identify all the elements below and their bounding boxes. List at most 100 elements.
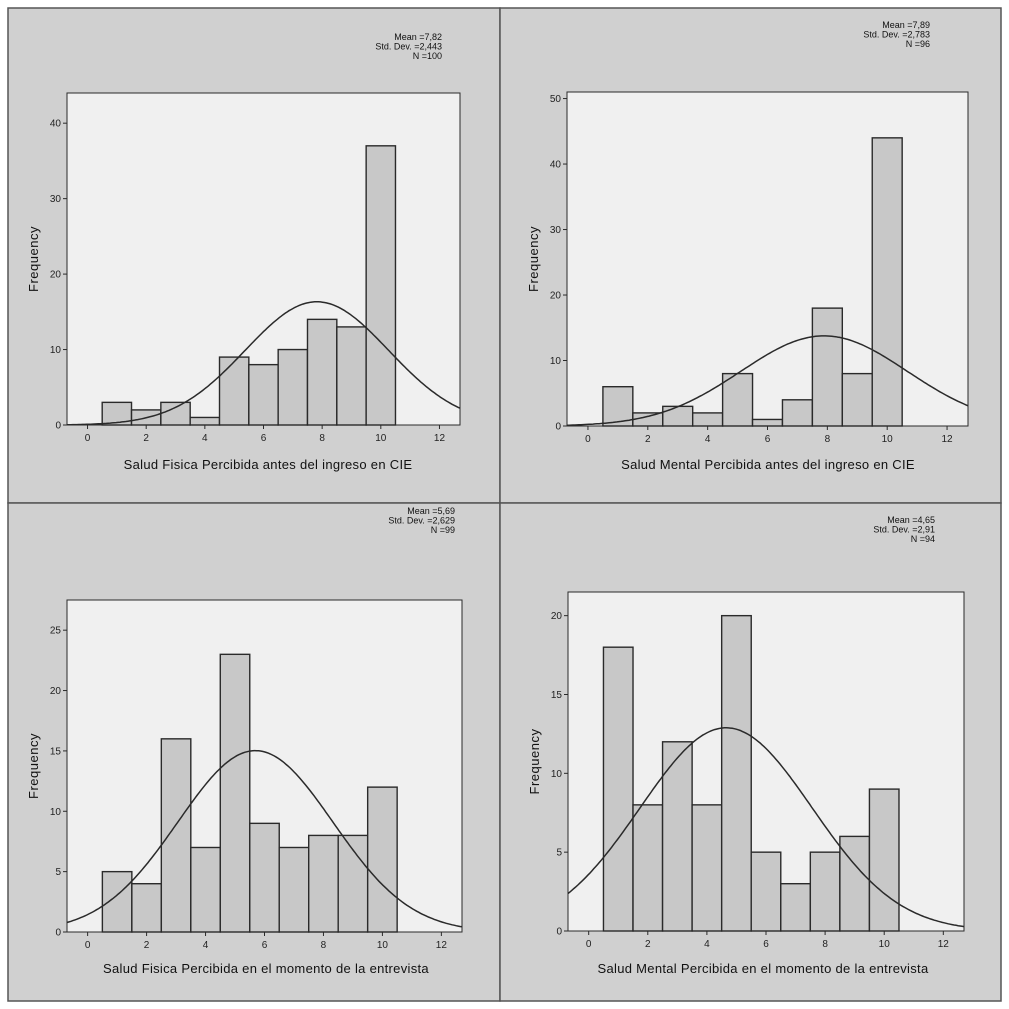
normal-curve bbox=[67, 301, 461, 426]
x-axis-label: Salud Fisica Percibida antes del ingreso… bbox=[124, 457, 413, 472]
histogram-bar bbox=[632, 412, 664, 427]
y-tick-label: 40 bbox=[550, 160, 562, 171]
y-tick-label: 5 bbox=[556, 848, 562, 859]
histogram-bar bbox=[101, 870, 133, 933]
histogram-bar bbox=[602, 386, 634, 427]
x-axis-label: Salud Fisica Percibida en el momento de … bbox=[103, 961, 429, 976]
y-tick-label: 30 bbox=[550, 225, 562, 236]
histogram-bar bbox=[190, 846, 221, 933]
x-tick-label: 0 bbox=[586, 939, 592, 950]
histogram-bar bbox=[809, 851, 841, 932]
histogram-bar bbox=[131, 883, 163, 933]
stats-line: Mean =4,65 bbox=[887, 515, 935, 525]
x-tick-label: 4 bbox=[704, 939, 710, 950]
histogram-bar bbox=[661, 741, 693, 932]
histogram-bar bbox=[721, 372, 754, 427]
y-axis-label: Frequency bbox=[26, 226, 41, 292]
histogram-bar bbox=[160, 738, 192, 933]
stats-line: N =96 bbox=[906, 39, 930, 49]
x-tick-label: 6 bbox=[262, 940, 268, 951]
histogram-panel: 0 2 4 6 8 10 12 0 5 10 15 20 Frequency Salud Mental P… bbox=[499, 502, 1002, 1002]
y-axis-label: Frequency bbox=[26, 733, 41, 799]
x-tick-label: 2 bbox=[645, 939, 651, 950]
x-tick-label: 12 bbox=[938, 939, 950, 950]
x-tick-label: 10 bbox=[377, 940, 389, 951]
y-tick-label: 25 bbox=[50, 626, 62, 637]
histogram-bar bbox=[189, 416, 221, 426]
histogram-bar bbox=[278, 846, 310, 933]
x-tick-label: 12 bbox=[434, 433, 446, 444]
histogram-bar bbox=[839, 835, 871, 932]
histogram-bar bbox=[632, 804, 664, 932]
histogram-bar bbox=[336, 326, 367, 426]
y-tick-label: 20 bbox=[50, 686, 62, 697]
x-tick-label: 8 bbox=[319, 433, 325, 444]
x-tick-label: 4 bbox=[202, 433, 208, 444]
histogram-bar bbox=[365, 145, 397, 426]
y-tick-label: 40 bbox=[50, 119, 62, 130]
y-tick-label: 15 bbox=[551, 690, 563, 701]
x-tick-label: 8 bbox=[822, 939, 828, 950]
x-tick-label: 10 bbox=[375, 433, 387, 444]
x-tick-label: 8 bbox=[825, 434, 831, 445]
stats-line: Std. Dev. =2,629 bbox=[388, 516, 455, 526]
x-tick-label: 2 bbox=[143, 433, 149, 444]
histogram-panel: 0 2 4 6 8 10 12 0 10 20 30 40 50 Frequency Salud Menta… bbox=[499, 7, 1002, 504]
x-tick-label: 0 bbox=[85, 940, 91, 951]
stats-line: N =94 bbox=[911, 534, 935, 544]
y-tick-label: 5 bbox=[55, 867, 61, 878]
y-tick-label: 30 bbox=[50, 194, 62, 205]
stats-line: Std. Dev. =2,783 bbox=[863, 30, 930, 40]
histogram-bar bbox=[219, 653, 251, 933]
histogram-bar bbox=[720, 614, 752, 932]
x-tick-label: 10 bbox=[882, 434, 894, 445]
x-tick-label: 6 bbox=[261, 433, 267, 444]
histogram-bar bbox=[602, 646, 634, 932]
y-tick-label: 10 bbox=[551, 769, 563, 780]
histogram-bar bbox=[249, 822, 280, 933]
histogram-bar bbox=[868, 788, 900, 932]
histogram-bar bbox=[841, 372, 873, 427]
y-tick-label: 0 bbox=[55, 421, 61, 432]
stats-line: Mean =7,89 bbox=[882, 20, 930, 30]
histogram-bar bbox=[308, 834, 339, 933]
normal-curve bbox=[567, 727, 965, 928]
y-tick-label: 20 bbox=[50, 270, 62, 281]
y-tick-label: 0 bbox=[55, 928, 61, 939]
x-tick-label: 2 bbox=[144, 940, 150, 951]
normal-curve bbox=[567, 335, 969, 426]
x-tick-label: 10 bbox=[879, 939, 891, 950]
x-axis-label: Salud Mental Percibida antes del ingreso… bbox=[621, 457, 915, 472]
stats-line: N =99 bbox=[431, 525, 455, 535]
y-tick-label: 10 bbox=[550, 356, 562, 367]
y-tick-label: 50 bbox=[550, 94, 562, 105]
histogram-bar bbox=[750, 851, 782, 932]
x-tick-label: 8 bbox=[321, 940, 327, 951]
y-tick-label: 10 bbox=[50, 807, 62, 818]
stats-line: Std. Dev. =2,443 bbox=[375, 42, 442, 52]
x-tick-label: 6 bbox=[763, 939, 769, 950]
histogram-bar bbox=[780, 882, 812, 932]
y-tick-label: 15 bbox=[50, 746, 62, 757]
histogram-bar bbox=[248, 363, 279, 426]
normal-curve bbox=[66, 749, 463, 928]
x-axis-label: Salud Mental Percibida en el momento de … bbox=[598, 961, 929, 976]
x-tick-label: 2 bbox=[645, 434, 651, 445]
histogram-bar bbox=[871, 137, 903, 427]
histogram-bar bbox=[306, 318, 338, 426]
histogram-bar bbox=[218, 356, 250, 426]
histogram-panel: 0 2 4 6 8 10 12 0 10 20 30 40 Frequency Salud Fisica … bbox=[7, 7, 501, 504]
x-tick-label: 12 bbox=[436, 940, 448, 951]
x-tick-label: 4 bbox=[705, 434, 711, 445]
histogram-bar bbox=[160, 401, 191, 426]
y-tick-label: 20 bbox=[550, 291, 562, 302]
y-axis-label: Frequency bbox=[527, 729, 542, 795]
plot-area bbox=[566, 91, 969, 427]
histogram-bar bbox=[366, 786, 398, 933]
x-tick-label: 4 bbox=[203, 940, 209, 951]
y-axis-label: Frequency bbox=[526, 226, 541, 292]
histogram-bar bbox=[781, 399, 814, 427]
histogram-bar bbox=[277, 348, 309, 426]
x-tick-label: 0 bbox=[85, 433, 91, 444]
